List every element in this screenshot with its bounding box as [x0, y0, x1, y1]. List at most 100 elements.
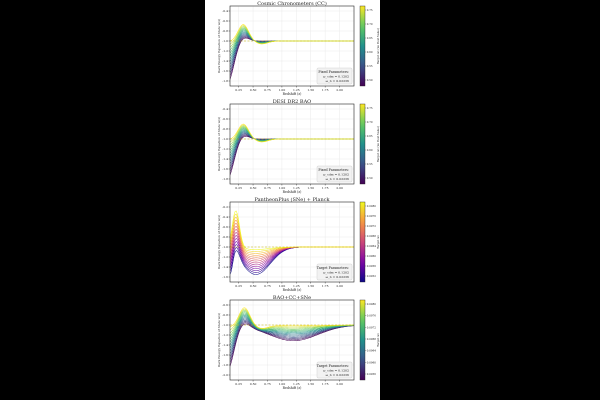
- colorbar-label: Target w₀: [376, 332, 380, 347]
- colorbar-tick-label: 0.0976: [367, 214, 376, 218]
- chart-panel-3: PantheonPlus (SNe) + Planck 0.25 0.50 0.75 1…: [217, 196, 380, 292]
- x-axis: 0.25 0.50 0.75 1.00 1.25 1.50 1.75 2.00: [235, 184, 343, 190]
- x-tick-label: 1.75: [322, 284, 329, 288]
- colorbar-ticks: 0.0980 0.0976 0.0972 0.0968 0.0964 0.0960 0.09…: [365, 302, 376, 376]
- y-tick-label: -1.4: [222, 157, 228, 161]
- x-tick-label: 1.25: [293, 284, 300, 288]
- parameter-line-1: ω_cdm = 0.1202: [323, 369, 349, 373]
- plot-frame: [229, 201, 355, 283]
- y-axis-label: Dark Energy Equation of State w(z): [217, 117, 221, 171]
- colorbar-tick-label: 0.60: [367, 50, 373, 54]
- y-axis-label: Dark Energy Equation of State w(z): [217, 19, 221, 73]
- colorbar-ticks: 0.75 0.70 0.65 0.60 0.55 0.50: [365, 8, 373, 82]
- y-axis: -0.6 -0.8 -1.0 -1.2 -1.4 -1.6 -1.8 -2.0: [222, 303, 230, 377]
- x-tick-label: 1.00: [279, 284, 286, 288]
- parameter-line-1: ω_cdm = 0.1202: [323, 271, 349, 275]
- colorbar-tick-label: 0.0968: [367, 337, 376, 341]
- x-axis: 0.25 0.50 0.75 1.00 1.25 1.50 1.75 2.00: [235, 380, 343, 386]
- y-tick-label: -1.4: [222, 265, 228, 269]
- y-tick-label: -0.8: [222, 127, 228, 131]
- y-tick-label: -1.6: [222, 69, 228, 73]
- y-tick-label: -1.0: [222, 245, 228, 249]
- y-tick-label: -1.8: [222, 79, 228, 83]
- chart-title: PantheonPlus (SNe) + Planck: [254, 196, 330, 203]
- y-tick-label: -1.2: [222, 147, 228, 151]
- x-tick-label: 0.25: [235, 284, 242, 288]
- series-line: [230, 322, 354, 364]
- parameter-heading: Target Parameters:: [317, 266, 349, 270]
- parameter-box: [316, 361, 353, 379]
- y-axis-label: Dark Energy Equation of State w(z): [217, 313, 221, 367]
- x-tick-label: 1.00: [279, 382, 286, 386]
- x-tick-label: 0.25: [235, 88, 242, 92]
- chart-panel-4: BAO+CC+SNe 0.25 0.50 0.75 1.00 1.25 1.50 1.75 2.…: [217, 295, 380, 390]
- parameter-line-2: ω_b = 0.02236: [326, 275, 349, 279]
- colorbar-tick-label: 0.0980: [367, 302, 376, 306]
- y-tick-label: -1.2: [222, 333, 228, 337]
- x-axis: 0.25 0.50 0.75 1.00 1.25 1.50 1.75 2.00: [235, 282, 343, 288]
- y-tick-label: -2.0: [222, 373, 228, 377]
- x-tick-label: 1.75: [322, 186, 329, 190]
- y-tick-label: -1.2: [222, 49, 228, 53]
- x-tick-label: 0.75: [264, 186, 271, 190]
- grid-lines: [230, 300, 354, 380]
- x-tick-label: 0.25: [235, 382, 242, 386]
- y-tick-label: -0.8: [222, 313, 228, 317]
- parameter-heading: Fixed Parameters:: [318, 168, 349, 172]
- y-tick-label: -0.8: [222, 235, 228, 239]
- x-tick-label: 1.50: [307, 284, 314, 288]
- plot-frame: [229, 103, 355, 185]
- chart-title: DESI DR2 BAO: [273, 99, 312, 105]
- series-lines: [230, 307, 354, 367]
- x-axis-label: Redshift (z): [283, 386, 302, 390]
- y-tick-label: -1.4: [222, 59, 228, 63]
- y-tick-label: -1.4: [222, 343, 228, 347]
- y-tick-label: -0.6: [222, 117, 228, 121]
- colorbar-tick-label: 0.0956: [367, 264, 376, 268]
- x-tick-label: 2.00: [336, 88, 343, 92]
- y-axis: -0.2 -0.4 -0.6 -0.8 -1.0 -1.2 -1.4 -1.6: [222, 205, 230, 279]
- colorbar: [359, 201, 366, 283]
- x-tick-label: 1.00: [279, 186, 286, 190]
- y-tick-label: -0.8: [222, 29, 228, 33]
- x-axis-label: Redshift (z): [283, 288, 302, 292]
- colorbar-tick-label: 0.55: [367, 64, 373, 68]
- y-tick-label: -1.0: [222, 323, 228, 327]
- y-tick-label: -1.2: [222, 255, 228, 259]
- series-line: [230, 318, 354, 355]
- series-line: [230, 321, 354, 361]
- parameter-box: [316, 263, 353, 281]
- x-tick-label: 0.75: [264, 284, 271, 288]
- x-tick-label: 2.00: [336, 186, 343, 190]
- x-tick-label: 1.75: [322, 382, 329, 386]
- y-tick-label: -1.6: [222, 167, 228, 171]
- colorbar-label: Target w₀: [376, 234, 380, 249]
- parameter-heading: Fixed Parameters:: [318, 70, 349, 74]
- colorbar-tick-label: 0.0960: [367, 360, 376, 364]
- colorbar-tick-label: 0.0964: [367, 349, 376, 353]
- chart-title: BAO+CC+SNe: [273, 295, 311, 301]
- series-line: [230, 312, 354, 340]
- colorbar: [359, 5, 366, 87]
- y-tick-label: -1.6: [222, 275, 228, 279]
- x-tick-label: 0.50: [250, 382, 257, 386]
- y-tick-label: -1.0: [222, 137, 228, 141]
- y-tick-label: -0.4: [222, 9, 228, 13]
- series-line: [230, 319, 354, 358]
- y-tick-label: -1.0: [222, 39, 228, 43]
- parameter-box: [316, 67, 353, 85]
- y-tick-label: -0.6: [222, 19, 228, 23]
- colorbar-label: Target w₀ (w₀ Best Value): [376, 126, 380, 162]
- series-line: [230, 311, 354, 337]
- series-line: [230, 323, 354, 367]
- y-tick-label: -0.4: [222, 107, 228, 111]
- colorbar-tick-label: 0.75: [367, 106, 373, 110]
- colorbar-tick-label: 0.0980: [367, 204, 376, 208]
- series-line: [230, 316, 354, 349]
- x-tick-label: 0.50: [250, 88, 257, 92]
- x-axis-label: Redshift (z): [283, 92, 302, 96]
- y-axis-label: Dark Energy Equation of State w(z): [217, 215, 221, 269]
- series-line: [230, 317, 354, 352]
- x-tick-label: 1.25: [293, 186, 300, 190]
- plot-frame: [229, 5, 355, 87]
